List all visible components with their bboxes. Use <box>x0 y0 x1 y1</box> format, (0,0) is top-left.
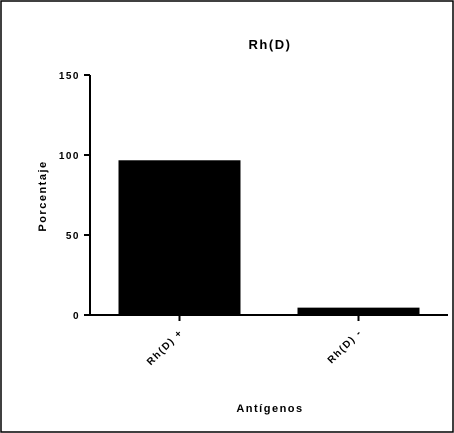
y-axis-label: Porcentaje <box>37 160 49 231</box>
y-tick-label: 150 <box>59 71 80 82</box>
chart-title: Rh(D) <box>249 37 292 52</box>
bar <box>118 160 241 315</box>
y-tick-label: 0 <box>73 311 80 322</box>
y-tick-label: 100 <box>59 151 80 162</box>
bars <box>118 160 420 315</box>
y-tick-label: 50 <box>66 231 80 242</box>
x-axis-label: Antígenos <box>236 403 303 415</box>
bar <box>297 307 420 315</box>
